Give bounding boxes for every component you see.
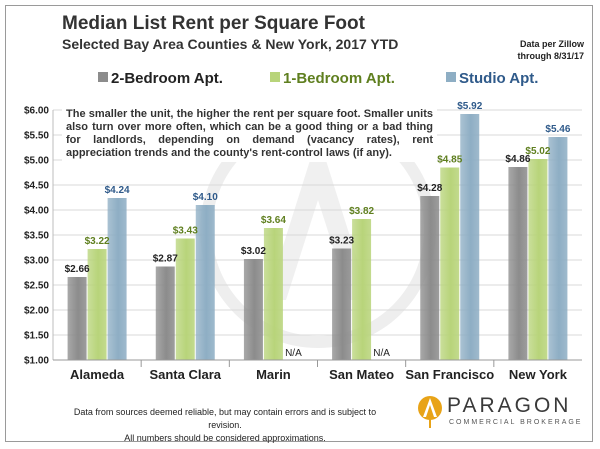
chart-frame xyxy=(5,5,593,442)
legend-label-studio: Studio Apt. xyxy=(459,70,539,87)
value-label-studio-na: N/A xyxy=(285,348,302,359)
x-axis: Alameda Santa Clara Marin San Mateo San Fran… xyxy=(53,359,582,382)
y-tick-label: $3.50 xyxy=(24,231,49,242)
value-label-one-bedroom: $3.43 xyxy=(173,226,198,237)
legend-item-one-bedroom: 1-Bedroom Apt. xyxy=(270,70,395,87)
legend-item-studio: Studio Apt. xyxy=(446,70,538,87)
legend-item-two-bedroom: 2-Bedroom Apt. xyxy=(98,70,223,87)
value-label-one-bedroom: $3.64 xyxy=(261,215,286,226)
y-tick-label: $6.00 xyxy=(24,106,49,117)
value-labels: $2.66 $3.22 $4.24 $2.87 $3.43 $4.10 $3.02 $3.64… xyxy=(65,101,571,359)
bars xyxy=(67,114,568,360)
x-tick-label: Alameda xyxy=(70,367,125,382)
value-label-studio: $5.92 xyxy=(457,101,482,112)
bar-studio xyxy=(548,137,568,360)
y-tick-label: $2.00 xyxy=(24,306,49,317)
source-line-1: Data per Zillow xyxy=(519,39,584,49)
disclaimer-line-1: Data from sources deemed reliable, but m… xyxy=(73,407,377,430)
y-tick-label: $4.50 xyxy=(24,181,49,192)
value-label-two-bedroom: $4.86 xyxy=(505,154,530,165)
chart-annotation: The smaller the unit, the higher the ren… xyxy=(62,106,437,162)
value-label-two-bedroom: $2.87 xyxy=(153,254,178,265)
value-label-two-bedroom: $4.28 xyxy=(417,183,442,194)
logo-name: PARAGON xyxy=(447,394,572,417)
bar-two-bedroom xyxy=(332,248,352,360)
value-label-studio: $5.46 xyxy=(545,124,570,135)
legend-swatch-studio xyxy=(446,72,456,82)
y-tick-label: $5.50 xyxy=(24,131,49,142)
bar-studio xyxy=(460,114,480,360)
bar-one-bedroom xyxy=(440,167,460,360)
bar-two-bedroom xyxy=(508,167,528,360)
logo-tagline: COMMERCIAL BROKERAGE xyxy=(449,419,583,426)
value-label-studio: $4.24 xyxy=(105,185,130,196)
value-label-studio: $4.10 xyxy=(193,192,218,203)
value-label-one-bedroom: $3.22 xyxy=(85,236,110,247)
legend-label-one-bedroom: 1-Bedroom Apt. xyxy=(283,70,395,87)
legend-swatch-two-bedroom xyxy=(98,72,108,82)
chart-subtitle: Selected Bay Area Counties & New York, 2… xyxy=(62,36,399,52)
paragon-logo-icon xyxy=(418,396,442,428)
disclaimer-line-2: All numbers should be considered approxi… xyxy=(124,433,326,443)
x-tick-label: Santa Clara xyxy=(149,367,221,382)
legend-label-two-bedroom: 2-Bedroom Apt. xyxy=(111,70,223,87)
y-tick-label: $5.00 xyxy=(24,156,49,167)
bar-one-bedroom xyxy=(352,219,372,360)
bar-one-bedroom xyxy=(87,249,107,360)
value-label-one-bedroom: $4.85 xyxy=(437,155,462,166)
chart-title: Median List Rent per Square Foot xyxy=(62,13,365,34)
value-label-two-bedroom: $3.23 xyxy=(329,236,354,247)
value-label-one-bedroom: $3.82 xyxy=(349,206,374,217)
value-label-two-bedroom: $2.66 xyxy=(65,264,90,275)
value-label-two-bedroom: $3.02 xyxy=(241,246,266,257)
y-tick-label: $2.50 xyxy=(24,281,49,292)
y-tick-label: $1.50 xyxy=(24,331,49,342)
y-tick-label: $1.00 xyxy=(24,356,49,367)
source-note: Data per Zillow through 8/31/17 xyxy=(474,38,584,62)
bar-two-bedroom xyxy=(420,196,440,360)
x-tick-label: New York xyxy=(509,367,568,382)
y-tick-label: $4.00 xyxy=(24,206,49,217)
bar-two-bedroom xyxy=(67,277,87,360)
bar-one-bedroom xyxy=(175,238,195,360)
bar-two-bedroom xyxy=(155,266,175,360)
chart-legend: 2-Bedroom Apt. 1-Bedroom Apt. Studio Apt… xyxy=(0,70,600,88)
bar-two-bedroom xyxy=(243,259,263,360)
x-tick-label: San Francisco xyxy=(405,367,494,382)
bar-one-bedroom xyxy=(528,159,548,360)
legend-swatch-one-bedroom xyxy=(270,72,280,82)
bar-studio xyxy=(195,205,215,360)
x-tick-label: Marin xyxy=(256,367,291,382)
value-label-studio-na: N/A xyxy=(373,348,390,359)
x-tick-label: San Mateo xyxy=(329,367,394,382)
y-tick-label: $3.00 xyxy=(24,256,49,267)
value-label-one-bedroom: $5.02 xyxy=(525,146,550,157)
bar-one-bedroom xyxy=(263,228,283,360)
y-axis: $1.00 $1.50 $2.00 $2.50 $3.00 $3.50 $4.00 $4.50… xyxy=(24,106,54,367)
bar-studio xyxy=(107,198,127,360)
source-line-2: through 8/31/17 xyxy=(517,51,584,61)
disclaimer: Data from sources deemed reliable, but m… xyxy=(60,406,390,445)
